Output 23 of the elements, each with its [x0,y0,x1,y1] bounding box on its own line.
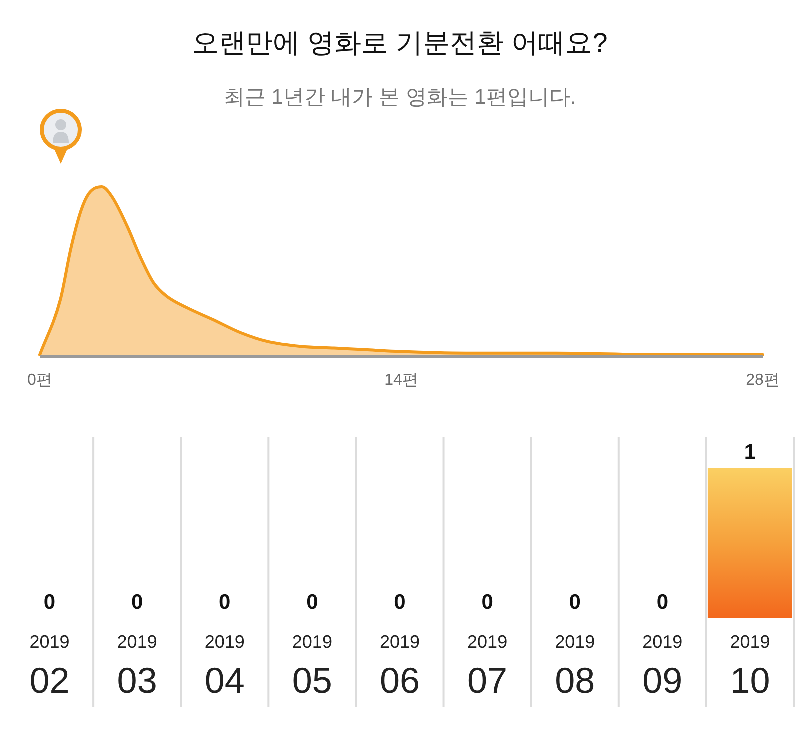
x-tick-label: 28편 [746,372,780,389]
chart-title: 오랜만에 영화로 기분전환 어때요? [192,28,608,58]
x-tick-label: 2019 07 [468,632,508,701]
data-label: 0 [394,591,406,614]
x-tick-label: 0편 [28,372,52,389]
data-label: 0 [306,591,318,614]
chart-subtitle: 최근 1년간 내가 본 영화는 1편입니다. [224,86,576,109]
x-tick-label: 2019 09 [642,632,683,701]
x-tick-label: 2019 10 [730,632,770,701]
x-tick-label: 2019 05 [292,632,332,701]
data-label: 0 [656,591,669,614]
x-tick-label: 2019 08 [555,632,596,701]
x-tick-label: 2019 04 [204,632,245,701]
x-tick-label: 14편 [384,372,418,389]
x-tick-label: 2019 03 [117,632,158,701]
data-label: 0 [44,591,56,614]
x-tick-label: 2019 02 [30,632,70,701]
data-label: 0 [482,591,494,614]
data-label: 0 [219,591,231,614]
data-label: 0 [131,591,144,614]
x-tick-label: 2019 06 [380,632,420,701]
data-label: 0 [569,591,581,614]
data-label: 1 [744,441,756,464]
